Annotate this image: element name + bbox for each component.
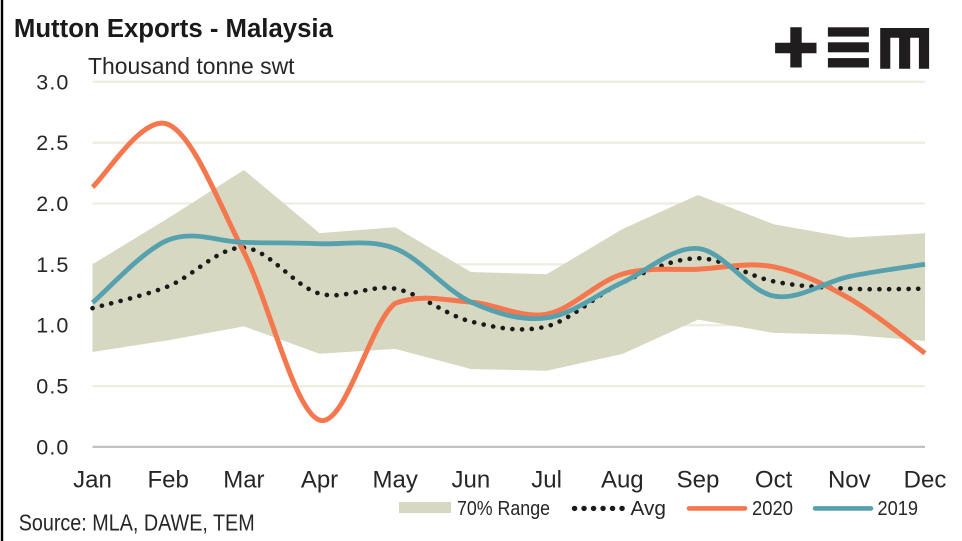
svg-text:1.5: 1.5 [36, 253, 69, 277]
svg-text:2020: 2020 [752, 497, 793, 520]
svg-text:Jun: Jun [452, 467, 491, 494]
svg-text:Apr: Apr [301, 467, 338, 494]
svg-text:Jan: Jan [73, 467, 112, 494]
svg-text:Oct: Oct [755, 467, 793, 494]
svg-text:2.5: 2.5 [36, 131, 69, 155]
svg-text:2019: 2019 [878, 497, 919, 520]
svg-text:Jul: Jul [531, 467, 562, 494]
svg-text:0.5: 0.5 [36, 375, 69, 399]
svg-text:Feb: Feb [148, 467, 189, 494]
svg-text:0.0: 0.0 [36, 435, 69, 459]
svg-text:Avg: Avg [631, 497, 667, 520]
svg-text:Dec: Dec [904, 467, 947, 494]
svg-text:Source: MLA, DAWE, TEM: Source: MLA, DAWE, TEM [19, 510, 255, 536]
svg-text:70% Range: 70% Range [457, 497, 550, 520]
svg-text:Aug: Aug [601, 467, 644, 494]
svg-text:1.0: 1.0 [36, 314, 69, 338]
svg-text:Mar: Mar [223, 467, 264, 494]
svg-text:3.0: 3.0 [36, 70, 69, 94]
svg-text:2.0: 2.0 [36, 192, 69, 216]
svg-text:May: May [373, 467, 418, 494]
svg-text:Thousand tonne swt: Thousand tonne swt [88, 53, 295, 79]
svg-text:Mutton Exports - Malaysia: Mutton Exports - Malaysia [14, 13, 333, 43]
svg-text:Sep: Sep [677, 467, 720, 494]
svg-text:Nov: Nov [828, 467, 871, 494]
